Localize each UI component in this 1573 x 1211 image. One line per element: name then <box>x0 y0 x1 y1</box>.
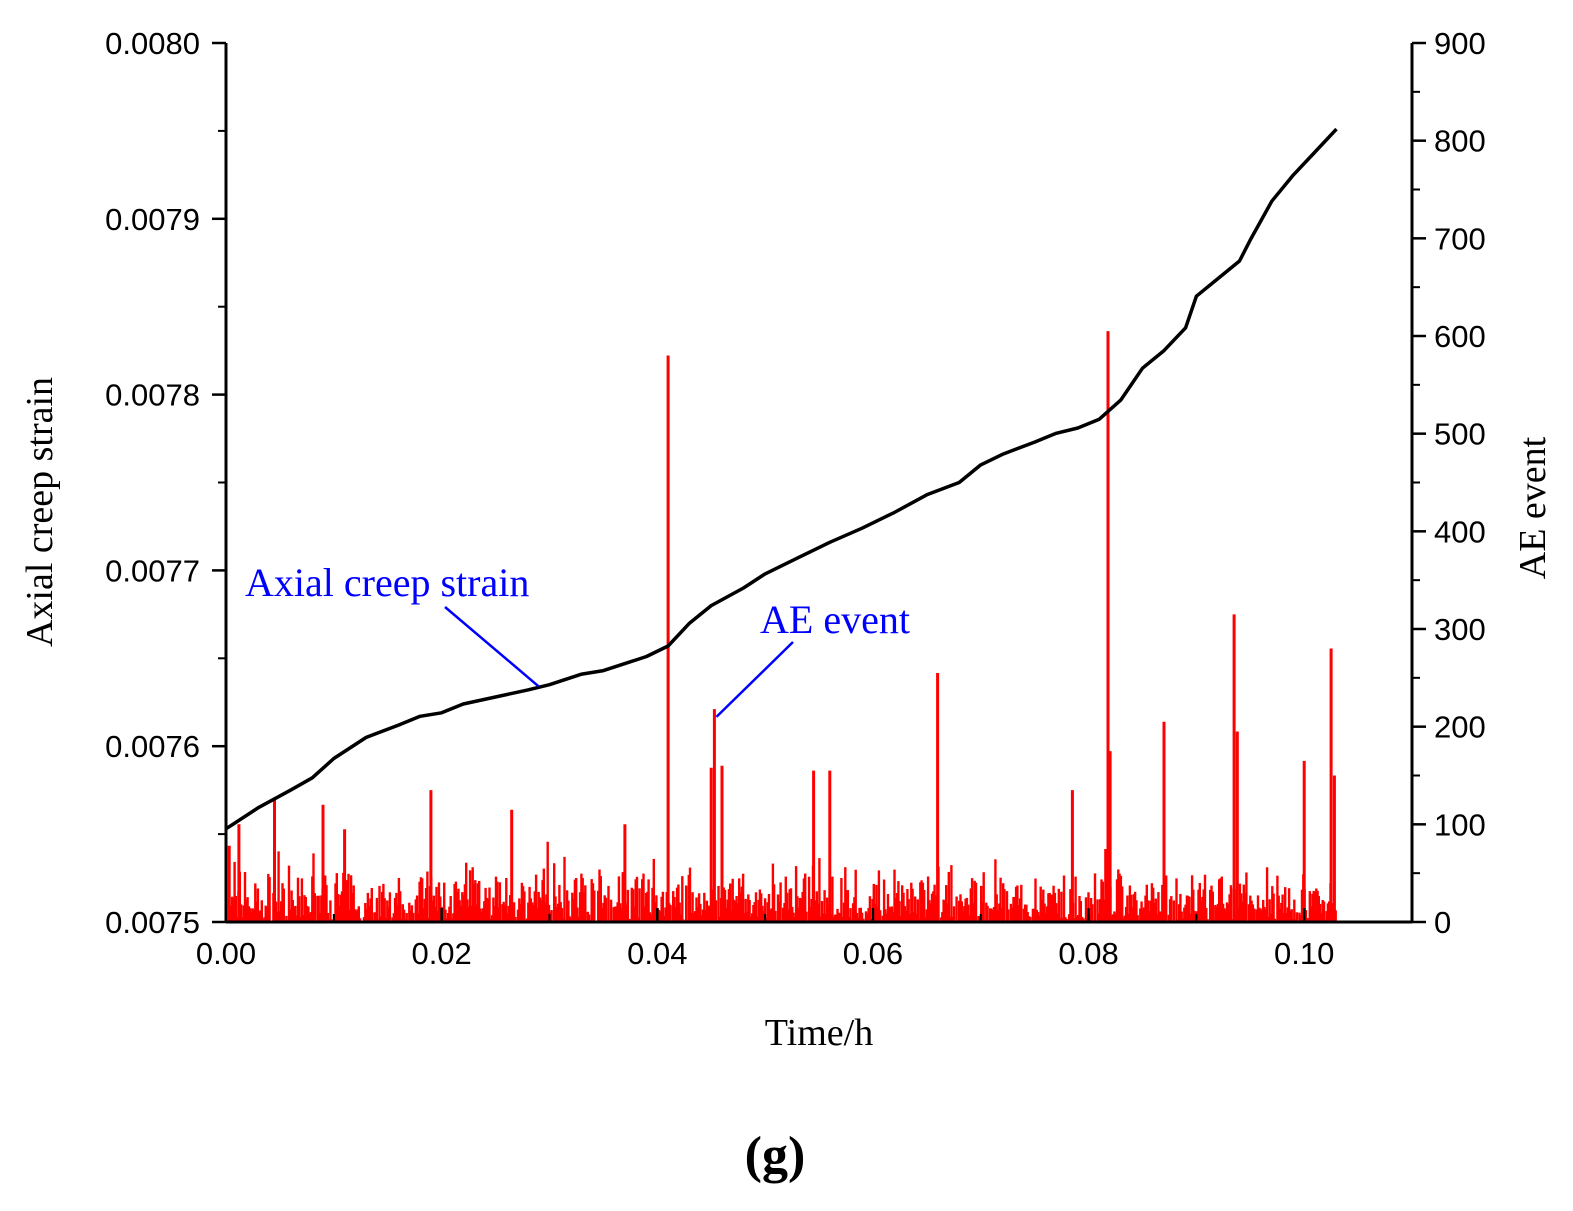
panel-label: (g) <box>745 1127 806 1184</box>
y-left-tick-label: 0.0080 <box>105 26 200 61</box>
y-left-tick-label: 0.0077 <box>105 553 200 588</box>
y-right-tick-label: 300 <box>1434 612 1486 647</box>
annotation-ae-event: AE event <box>760 597 910 642</box>
annotation-axial-creep-strain: Axial creep strain <box>245 560 529 605</box>
y-axis-left-title: Axial creep strain <box>19 377 61 647</box>
x-tick-label: 0.06 <box>843 936 903 971</box>
y-right-tick-label: 500 <box>1434 417 1486 452</box>
strain-series <box>225 127 1338 831</box>
y-right-tick-label: 700 <box>1434 221 1486 256</box>
y-left-tick-label: 0.0079 <box>105 202 200 237</box>
chart-ticks: 0.00 0.02 0.04 0.06 0.08 0.10 0.0075 0.0076 0.00… <box>105 26 1486 971</box>
x-axis-title: Time/h <box>765 1012 873 1054</box>
x-tick-label: 0.10 <box>1274 936 1334 971</box>
annotation-leader-strain <box>444 606 540 688</box>
x-tick-label: 0.02 <box>411 936 471 971</box>
y-left-tick-label: 0.0076 <box>105 729 200 764</box>
chart-annotations: Axial creep strain AE event <box>245 560 910 718</box>
x-tick-label: 0.08 <box>1058 936 1118 971</box>
y-right-tick-label: 600 <box>1434 319 1486 354</box>
y-right-tick-label: 800 <box>1434 124 1486 159</box>
y-left-tick-label: 0.0075 <box>105 905 200 940</box>
y-axis-right-title: AE event <box>1512 436 1554 579</box>
y-right-tick-label: 0 <box>1434 905 1451 940</box>
annotation-leader-ae <box>715 641 794 718</box>
y-right-tick-label: 900 <box>1434 26 1486 61</box>
x-tick-label: 0.00 <box>196 936 256 971</box>
y-right-tick-label: 200 <box>1434 710 1486 745</box>
y-right-tick-label: 400 <box>1434 514 1486 549</box>
x-tick-label: 0.04 <box>627 936 687 971</box>
strain-line <box>225 127 1338 831</box>
y-left-tick-label: 0.0078 <box>105 378 200 413</box>
y-right-tick-label: 100 <box>1434 807 1486 842</box>
